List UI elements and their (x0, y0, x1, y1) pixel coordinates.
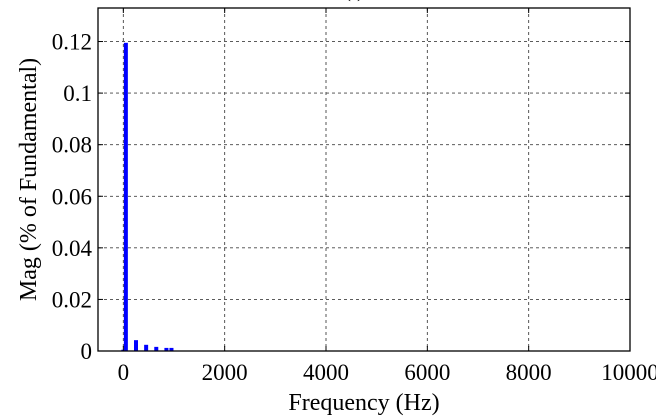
x-axis-label: Frequency (Hz) (288, 390, 439, 416)
bar (134, 340, 138, 351)
bar (164, 347, 169, 351)
y-tick-labels: 0 0.02 0.04 0.06 0.08 0.1 0.12 (52, 30, 93, 364)
bars (121, 42, 174, 351)
y-axis-label: Mag (% of Fundamental) (16, 58, 42, 301)
y-tick-label: 0.1 (63, 81, 92, 106)
y-tick-label: 0.02 (52, 287, 92, 312)
y-tick-label: 0.04 (52, 236, 93, 261)
x-tick-label: 6000 (404, 360, 450, 385)
x-tick-label: 10000 (601, 360, 656, 385)
bar (154, 346, 159, 351)
y-tick-label: 0 (81, 339, 93, 364)
y-tick-label: 0.06 (52, 184, 92, 209)
grid (98, 8, 631, 352)
y-tick-label: 0.08 (52, 133, 92, 158)
x-tick-labels: 0 2000 4000 6000 8000 10000 (118, 360, 656, 385)
plot-frame (97, 7, 631, 352)
y-tick-label: 0.12 (52, 30, 92, 55)
x-tick-label: 2000 (202, 360, 248, 385)
bar (144, 344, 149, 351)
chart-title-fragment: ( ) , (343, 0, 377, 2)
x-tick-label: 4000 (303, 360, 349, 385)
ticks (98, 8, 631, 352)
bar (123, 42, 128, 351)
x-tick-label: 8000 (506, 360, 552, 385)
x-tick-label: 0 (118, 360, 130, 385)
bar (169, 347, 174, 351)
